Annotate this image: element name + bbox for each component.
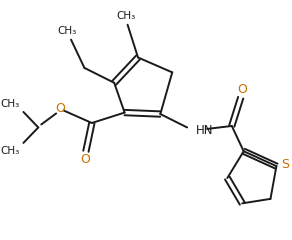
Text: O: O (237, 83, 247, 96)
Text: S: S (281, 158, 289, 171)
Text: CH₃: CH₃ (0, 146, 20, 156)
Text: O: O (80, 153, 90, 166)
Text: CH₃: CH₃ (57, 26, 76, 36)
Text: HN: HN (196, 124, 213, 137)
Text: CH₃: CH₃ (0, 99, 20, 109)
Text: CH₃: CH₃ (117, 12, 136, 21)
Text: O: O (56, 102, 65, 114)
